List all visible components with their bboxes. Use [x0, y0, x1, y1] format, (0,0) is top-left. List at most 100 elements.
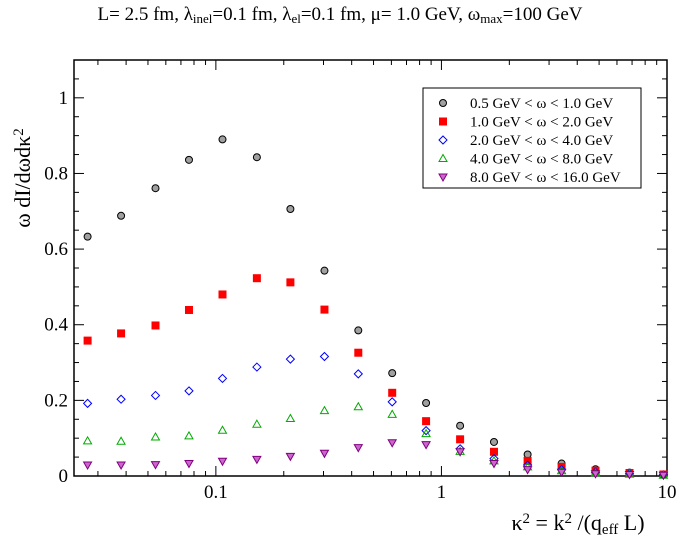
- legend-label: 1.0 GeV < ω < 2.0 GeV: [470, 115, 613, 131]
- legend-entry: 8.0 GeV < ω < 16.0 GeV: [438, 170, 621, 186]
- y-tick-label: 0.2: [44, 390, 68, 411]
- series-2: [83, 274, 668, 479]
- y-tick-label: 0.4: [44, 315, 68, 336]
- data-point: [83, 232, 92, 241]
- legend-label: 2.0 GeV < ω < 4.0 GeV: [470, 133, 613, 149]
- data-point: [184, 305, 193, 314]
- data-point: [624, 470, 635, 480]
- data-point: [252, 419, 262, 428]
- data-point: [388, 369, 397, 378]
- data-point: [82, 435, 93, 445]
- legend: 0.5 GeV < ω < 1.0 GeV 1.0 GeV < ω < 2.0 G…: [422, 87, 642, 189]
- data-point: [82, 398, 93, 409]
- data-point: [218, 135, 227, 144]
- data-point: [117, 211, 126, 220]
- data-point: [421, 428, 431, 438]
- data-point: [387, 409, 398, 418]
- legend-entry: 4.0 GeV < ω < 8.0 GeV: [438, 152, 613, 168]
- legend-entry: 1.0 GeV < ω < 2.0 GeV: [439, 115, 613, 131]
- data-point: [83, 336, 92, 345]
- chart-title-text: L= 2.5 fm, λinel=0.1 fm, λel=0.1 fm, μ= …: [98, 4, 583, 26]
- data-point: [422, 417, 431, 426]
- data-point: [354, 348, 363, 357]
- y-axis-label: ω dI/dωdκ2: [10, 128, 35, 228]
- data-point: [556, 468, 567, 478]
- legend-label: 0.5 GeV < ω < 1.0 GeV: [470, 96, 613, 112]
- data-point: [456, 435, 465, 444]
- legend-entry: 0.5 GeV < ω < 1.0 GeV: [439, 96, 613, 112]
- data-point: [218, 290, 227, 299]
- data-point: [522, 466, 533, 475]
- data-point: [285, 452, 296, 462]
- data-point: [387, 397, 397, 407]
- data-point: [320, 266, 329, 275]
- data-point: [285, 413, 296, 423]
- data-point: [252, 362, 262, 372]
- data-point: [150, 390, 161, 401]
- data-point: [184, 386, 194, 396]
- data-point: [184, 460, 194, 469]
- x-tick-label: 1: [437, 482, 447, 503]
- data-point: [116, 461, 126, 471]
- x-axis: 0.1 1 10: [97, 60, 677, 503]
- data-point: [388, 388, 397, 397]
- data-point: [421, 425, 431, 436]
- legend-label: 8.0 GeV < ω < 16.0 GeV: [470, 170, 621, 186]
- data-point: [456, 421, 465, 430]
- data-point: [387, 439, 398, 448]
- data-point: [151, 321, 160, 330]
- legend-marker: [438, 153, 448, 162]
- series-5: [82, 439, 669, 481]
- data-point: [184, 430, 194, 440]
- data-point: [353, 444, 364, 453]
- legend-marker: [439, 99, 447, 107]
- data-point: [353, 369, 364, 379]
- data-point: [116, 394, 126, 404]
- data-point: [286, 278, 295, 287]
- data-point: [590, 470, 601, 479]
- legend-marker: [438, 173, 448, 183]
- data-point: [319, 351, 330, 362]
- series-3: [82, 351, 669, 480]
- legend-box: [422, 87, 642, 189]
- data-point: [658, 471, 669, 481]
- data-point: [319, 449, 330, 459]
- data-point: [489, 460, 499, 469]
- y-tick-label: 0.8: [44, 163, 68, 184]
- data-point: [150, 432, 161, 441]
- series-4: [82, 401, 669, 479]
- data-point: [217, 373, 228, 384]
- data-point: [285, 354, 296, 364]
- data-point: [252, 455, 262, 465]
- data-point: [150, 461, 161, 470]
- data-point: [353, 401, 364, 411]
- x-tick-label: 10: [658, 482, 677, 503]
- data-point: [320, 305, 329, 314]
- data-point: [252, 274, 261, 283]
- legend-label: 4.0 GeV < ω < 8.0 GeV: [470, 152, 613, 168]
- chart-title: L= 2.5 fm, λinel=0.1 fm, λel=0.1 fm, μ= …: [98, 4, 583, 26]
- y-tick-label: 0.6: [44, 239, 68, 260]
- data-point: [151, 184, 160, 193]
- data-point: [286, 205, 295, 214]
- legend-entry: 2.0 GeV < ω < 4.0 GeV: [438, 133, 613, 149]
- legend-marker: [438, 135, 448, 145]
- x-tick-label: 0.1: [204, 482, 228, 503]
- data-point: [82, 461, 93, 471]
- data-point: [354, 326, 363, 335]
- data-point: [489, 437, 498, 446]
- data-point: [116, 436, 126, 445]
- series-layer: [82, 135, 669, 481]
- data-point: [252, 153, 261, 162]
- x-axis-label: κ2 = k2 /(qeff L): [511, 510, 644, 538]
- data-point: [217, 425, 228, 434]
- data-point: [184, 155, 193, 164]
- legend-marker: [439, 117, 447, 126]
- data-point: [117, 329, 126, 338]
- data-point: [217, 457, 228, 467]
- y-tick-label: 0: [59, 466, 69, 487]
- y-tick-label: 1: [59, 88, 69, 109]
- data-point: [421, 441, 431, 450]
- y-axis: 0 0.2 0.4 0.6 0.8 1: [44, 59, 667, 487]
